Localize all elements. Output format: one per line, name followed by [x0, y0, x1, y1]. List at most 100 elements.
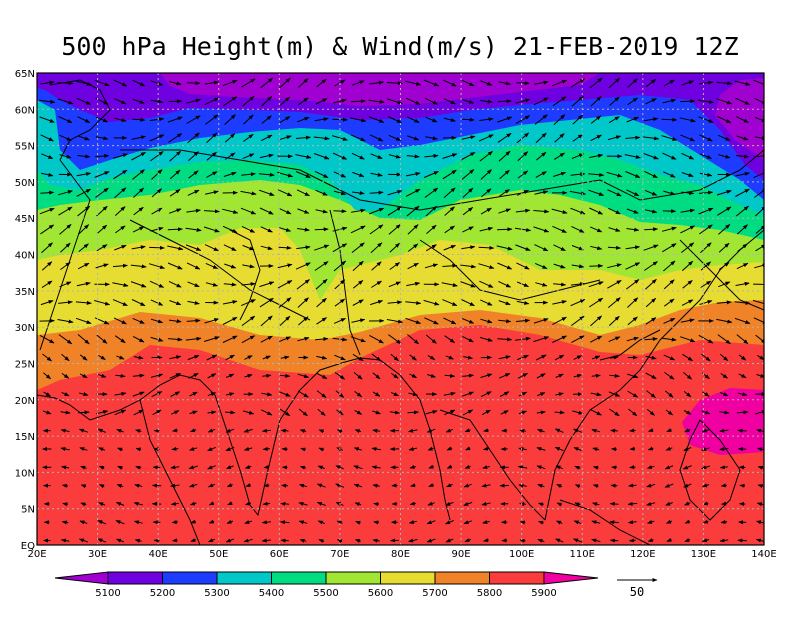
wind-arrow	[188, 170, 199, 179]
wind-arrow	[408, 520, 417, 525]
wind-arrow	[735, 97, 750, 105]
wind-arrow	[427, 354, 436, 361]
wind-arrow	[117, 447, 123, 452]
wind-arrow	[483, 538, 489, 543]
wind-arrow	[41, 261, 53, 271]
wind-arrow	[59, 134, 72, 142]
wind-arrow	[644, 170, 658, 179]
wind-arrow	[336, 429, 343, 434]
wind-arrow	[258, 172, 275, 177]
wind-arrow	[189, 391, 198, 397]
wind-arrow	[536, 373, 546, 379]
wind-arrow	[168, 280, 182, 288]
wind-arrow	[680, 336, 696, 343]
wind-arrow	[519, 428, 526, 433]
wind-arrow	[295, 171, 311, 178]
wind-arrow	[99, 484, 105, 489]
wind-arrow	[570, 299, 586, 307]
wind-arrow	[462, 226, 474, 233]
wind-arrow	[462, 409, 474, 416]
wind-arrow	[315, 98, 328, 105]
wind-arrow	[135, 465, 142, 470]
wind-arrow	[514, 227, 532, 232]
wind-arrow	[75, 80, 92, 86]
wind-arrow	[222, 316, 238, 325]
wind-arrow	[645, 372, 657, 380]
color-legend	[54, 571, 599, 585]
wind-arrow	[662, 98, 677, 104]
wind-arrow	[465, 446, 471, 451]
wind-arrow	[663, 260, 676, 272]
wind-arrow	[186, 98, 201, 104]
wind-arrow	[149, 117, 165, 122]
legend-level-label: 5900	[531, 588, 556, 599]
wind-arrow	[407, 262, 419, 270]
wind-arrow	[406, 281, 421, 287]
wind-arrow	[607, 135, 622, 141]
wind-arrow	[262, 373, 272, 378]
wind-arrow	[756, 502, 764, 507]
wind-arrow	[353, 447, 363, 452]
legend-swatch	[271, 571, 327, 585]
wind-arrow	[333, 317, 346, 324]
wind-arrow	[409, 373, 417, 379]
wind-arrow	[169, 355, 182, 360]
wind-arrow	[625, 279, 640, 290]
wind-arrow	[133, 187, 144, 198]
wind-arrow	[350, 134, 366, 142]
wind-arrow	[77, 262, 90, 270]
wind-arrow	[498, 355, 511, 360]
wind-arrow	[314, 170, 329, 179]
wind-arrow	[499, 391, 510, 397]
wind-arrow	[609, 501, 619, 506]
wind-arrow	[517, 170, 529, 179]
wind-arrow	[718, 242, 730, 253]
wind-arrow	[643, 153, 659, 160]
wind-arrow	[133, 409, 144, 416]
wind-arrow	[58, 300, 73, 305]
wind-arrow	[569, 190, 586, 196]
wind-arrow	[573, 428, 583, 433]
wind-arrow	[536, 447, 546, 451]
wind-arrow	[171, 520, 179, 524]
wind-arrow	[681, 172, 694, 177]
latitude-tick-label: 55N	[15, 142, 35, 153]
wind-arrow	[554, 133, 565, 143]
wind-arrow	[591, 520, 601, 525]
band-above-5900	[682, 388, 764, 455]
wind-arrow	[95, 136, 109, 141]
wind-arrow	[113, 317, 127, 325]
wind-arrow	[203, 336, 220, 342]
wind-arrow	[57, 98, 74, 105]
wind-arrow	[424, 97, 439, 105]
wind-arrow	[61, 465, 70, 470]
wind-arrow	[80, 484, 87, 489]
wind-arrow	[645, 317, 657, 325]
wind-arrow	[186, 262, 201, 270]
latitude-tick-label: 5N	[21, 505, 35, 516]
wind-arrow	[717, 116, 732, 124]
wind-arrow	[78, 243, 89, 252]
wind-arrow	[662, 152, 677, 160]
wind-arrow	[592, 502, 600, 507]
wind-arrow	[644, 227, 659, 232]
wind-arrow	[245, 501, 252, 506]
legend-level-label: 5300	[204, 588, 229, 599]
wind-arrow	[186, 115, 201, 124]
longitude-tick-label: 90E	[452, 549, 471, 560]
wind-arrow	[222, 335, 238, 343]
wind-arrow	[241, 282, 256, 287]
wind-arrow	[607, 189, 622, 197]
wind-arrow	[315, 372, 328, 380]
wind-arrow	[684, 428, 691, 433]
wind-arrow	[350, 225, 366, 234]
wind-arrow	[262, 355, 271, 360]
wind-arrow	[152, 409, 162, 416]
wind-arrow	[405, 172, 421, 177]
wind-arrow	[552, 96, 567, 107]
wind-arrow	[41, 242, 53, 254]
wind-arrow	[76, 188, 92, 197]
wind-arrow	[225, 410, 236, 415]
wind-arrow	[133, 355, 144, 360]
wind-arrow	[351, 152, 365, 160]
